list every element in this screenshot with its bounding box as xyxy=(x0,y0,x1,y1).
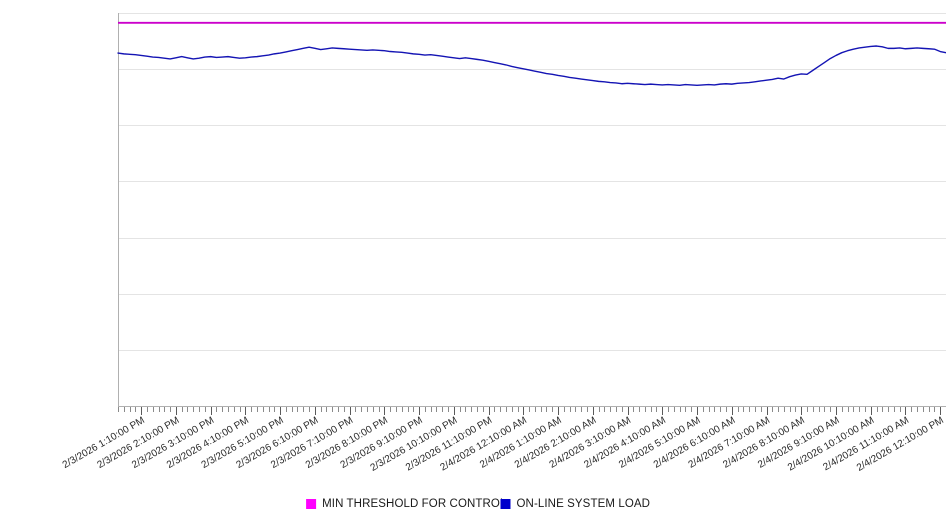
series-layer xyxy=(117,21,946,87)
chart-legend: MIN THRESHOLD FOR CONTROL ON-LINE SYSTEM … xyxy=(306,498,650,510)
x-axis-ticks xyxy=(118,407,941,415)
gridlines xyxy=(118,13,946,407)
axes xyxy=(118,13,946,407)
legend-swatch xyxy=(306,499,317,509)
plot-background xyxy=(118,13,946,406)
series-line-on-line-system-load xyxy=(117,45,946,87)
x-axis-tick-labels: 2/3/2026 1:10:00 PM2/3/2026 2:10:00 PM2/… xyxy=(61,415,946,474)
legend-label: MIN THRESHOLD FOR CONTROL xyxy=(322,498,507,510)
legend-label: ON-LINE SYSTEM LOAD xyxy=(517,498,651,510)
legend-swatch xyxy=(500,499,511,509)
